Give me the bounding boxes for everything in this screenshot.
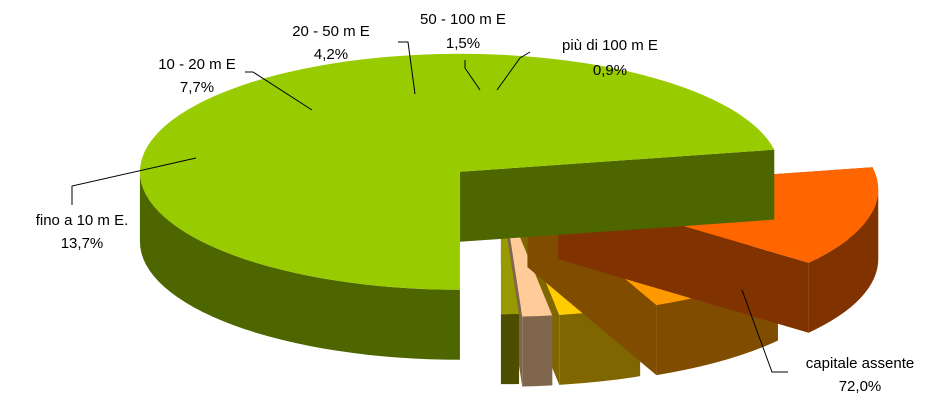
leader-10-20 <box>245 71 313 111</box>
label-fino-10-value: 13,7% <box>61 235 104 252</box>
label-20-50-name: 20 - 50 m E <box>292 23 370 40</box>
leader-lines <box>71 41 788 373</box>
slice-labels: capitale assente 72,0% fino a 10 m E. 13… <box>36 11 914 395</box>
label-fino-10-name: fino a 10 m E. <box>36 212 129 229</box>
slice-top <box>139 53 775 290</box>
label-10-20-name: 10 - 20 m E <box>158 56 236 73</box>
leader-20-50 <box>398 41 416 95</box>
label-capitale-assente-name: capitale assente <box>806 355 914 372</box>
slice-rim <box>522 315 553 387</box>
label-capitale-assente-value: 72,0% <box>839 378 882 395</box>
label-piu-100-name: più di 100 m E <box>562 37 658 54</box>
slice-rim <box>808 189 879 333</box>
leader-capitale-assente <box>741 289 788 373</box>
slice-rim <box>139 171 460 360</box>
label-20-50-value: 4,2% <box>314 46 348 63</box>
pie-slices <box>139 53 879 387</box>
leader-piu-100 <box>496 51 531 91</box>
slice-wall <box>459 149 775 242</box>
slice-capitale-assente <box>139 53 775 360</box>
leader-fino-10 <box>71 157 197 205</box>
label-10-20-value: 7,7% <box>180 79 214 96</box>
label-piu-100-value: 0,9% <box>593 62 627 79</box>
label-50-100-name: 50 - 100 m E <box>420 11 506 28</box>
leader-50-100 <box>464 60 481 91</box>
label-50-100-value: 1,5% <box>446 35 480 52</box>
slice-rim <box>500 313 520 385</box>
